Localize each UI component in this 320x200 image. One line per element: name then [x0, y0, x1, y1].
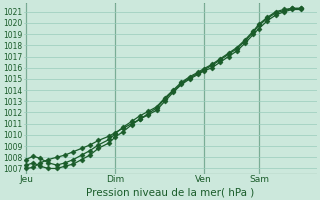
- X-axis label: Pression niveau de la mer( hPa ): Pression niveau de la mer( hPa ): [86, 187, 254, 197]
